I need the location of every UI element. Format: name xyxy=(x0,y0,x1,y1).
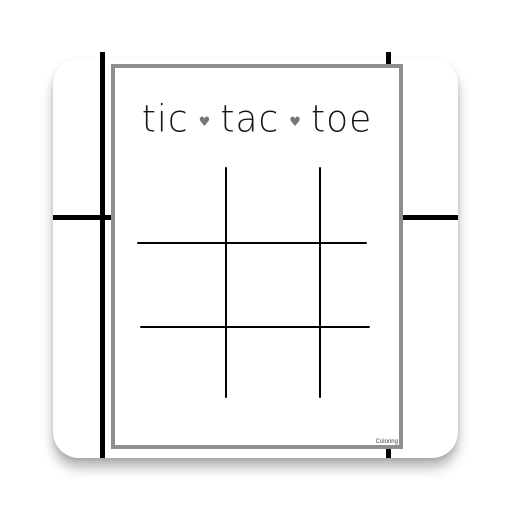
title-word-tac: tac xyxy=(220,97,280,141)
grid-line-stub xyxy=(100,52,105,62)
grid-line-stub xyxy=(386,52,391,62)
background-grid-line xyxy=(100,58,105,458)
page-title: tic ♥ tac ♥ toe xyxy=(115,94,399,144)
brand-label: Coloring xyxy=(375,439,398,445)
heart-icon: ♥ xyxy=(198,114,211,130)
background-grid-line xyxy=(386,446,391,458)
title-word-tic: tic xyxy=(141,97,189,141)
title-word-toe: toe xyxy=(310,97,373,141)
background-grid-line xyxy=(386,58,391,68)
background-grid-line xyxy=(53,215,113,220)
tic-tac-toe-board xyxy=(137,167,370,398)
background-grid-line xyxy=(398,215,458,220)
coloring-page-card: tic ♥ tac ♥ toe Coloring xyxy=(111,64,403,449)
heart-icon: ♥ xyxy=(289,114,301,130)
